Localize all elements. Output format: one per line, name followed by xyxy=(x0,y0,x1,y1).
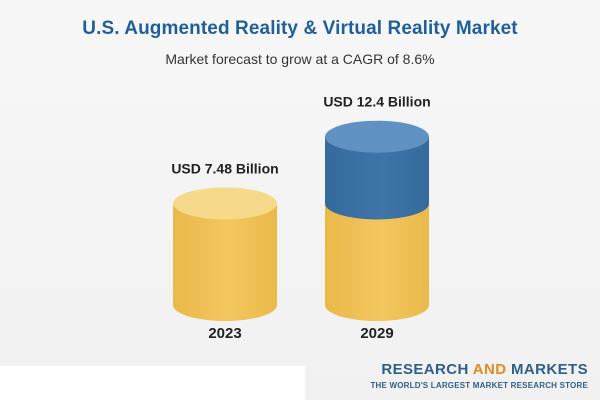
value-label-2029: USD 12.4 Billion xyxy=(323,94,430,110)
category-label-2029: 2029 xyxy=(360,325,393,342)
brand-logo: RESEARCH AND MARKETS THE WORLD'S LARGEST… xyxy=(358,361,588,391)
brand-name-part1: RESEARCH xyxy=(381,361,473,378)
chart-subtitle: Market forecast to grow at a CAGR of 8.6… xyxy=(165,51,435,67)
brand-name: RESEARCH AND MARKETS xyxy=(358,361,588,379)
chart-title: U.S. Augmented Reality & Virtual Reality… xyxy=(82,18,518,39)
brand-name-and: AND xyxy=(472,361,507,378)
bar-2029-growth-body xyxy=(325,136,429,220)
bottom-strip xyxy=(0,366,305,400)
bar-2029-base xyxy=(325,203,429,321)
bar-2023-top xyxy=(173,187,277,220)
brand-tagline: THE WORLD'S LARGEST MARKET RESEARCH STOR… xyxy=(370,381,588,390)
category-label-2023: 2023 xyxy=(208,325,241,342)
bar-2029-growth-top xyxy=(325,120,429,153)
brand-name-part3: MARKETS xyxy=(506,361,588,378)
bar-2023-body xyxy=(173,203,277,321)
bar-2023 xyxy=(173,187,277,321)
bar-2029-base-body xyxy=(325,203,429,321)
value-label-2023: USD 7.48 Billion xyxy=(171,160,278,176)
bar-2029-growth xyxy=(325,120,429,220)
